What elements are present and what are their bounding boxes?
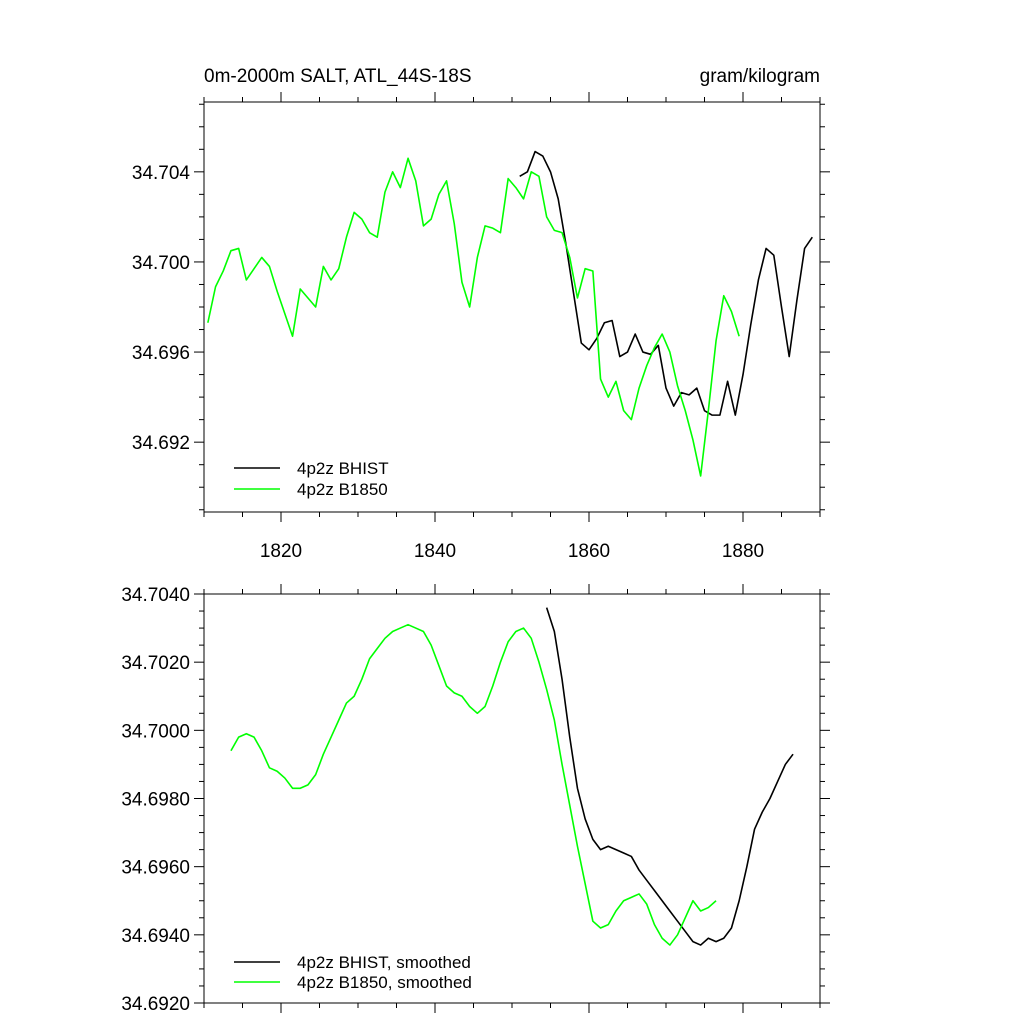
legend-label: 4p2z BHIST — [297, 459, 389, 478]
top-panel-units: gram/kilogram — [700, 66, 820, 87]
top-panel-plot-area: 1820 1840 1860 1880 34.692 34.696 34.700 34.704 — [132, 92, 830, 562]
y-tick-label: 34.6960 — [121, 858, 190, 879]
x-tick-label: 1880 — [722, 541, 764, 562]
y-tick-label: 34.696 — [132, 343, 190, 364]
y-tick-label: 34.692 — [132, 433, 190, 454]
top-panel: 0m-2000m SALT, ATL_44S-18S gram/kilogram… — [132, 66, 830, 562]
top-series-line-b1850 — [207, 157, 740, 477]
y-tick-label: 34.7040 — [121, 585, 190, 606]
top-panel-frame — [203, 101, 821, 513]
y-tick-label: 34.6920 — [121, 994, 190, 1015]
legend-label: 4p2z B1850 — [297, 480, 388, 499]
bottom-series-line-bhist — [545, 607, 794, 946]
bottom-panel-frame — [203, 593, 821, 1004]
bottom-series-line-b1850 — [230, 623, 717, 946]
y-tick-label: 34.7000 — [121, 721, 190, 742]
y-tick-label: 34.704 — [132, 163, 191, 184]
top-panel-legend: 4p2z BHIST 4p2z B1850 — [234, 459, 389, 499]
y-tick-label: 34.7020 — [121, 653, 190, 674]
top-panel-title: 0m-2000m SALT, ATL_44S-18S — [204, 66, 472, 87]
y-tick-label: 34.6980 — [121, 790, 190, 811]
y-tick-label: 34.700 — [132, 253, 190, 274]
bottom-panel: 34.6920 34.6940 34.6960 34.6980 34.7000 34.70… — [121, 584, 830, 1015]
x-tick-label: 1860 — [568, 541, 610, 562]
legend-label: 4p2z B1850, smoothed — [297, 973, 472, 992]
x-tick-label: 1840 — [414, 541, 456, 562]
y-tick-label: 34.6940 — [121, 926, 190, 947]
legend-label: 4p2z BHIST, smoothed — [297, 953, 471, 972]
bottom-panel-plot-area: 34.6920 34.6940 34.6960 34.6980 34.7000 34.70… — [121, 584, 830, 1015]
top-series-line-bhist — [519, 150, 813, 416]
x-tick-label: 1820 — [260, 541, 302, 562]
